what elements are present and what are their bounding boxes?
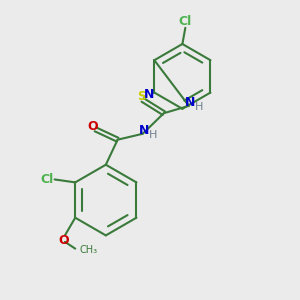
Text: Cl: Cl (179, 15, 192, 28)
Text: O: O (87, 120, 98, 133)
Text: Cl: Cl (40, 173, 54, 186)
Text: N: N (144, 88, 154, 100)
Text: H: H (149, 130, 157, 140)
Text: N: N (185, 96, 196, 109)
Text: CH₃: CH₃ (80, 245, 98, 255)
Text: O: O (58, 234, 69, 247)
Text: S: S (137, 90, 146, 103)
Text: H: H (195, 102, 203, 112)
Text: N: N (139, 124, 149, 137)
